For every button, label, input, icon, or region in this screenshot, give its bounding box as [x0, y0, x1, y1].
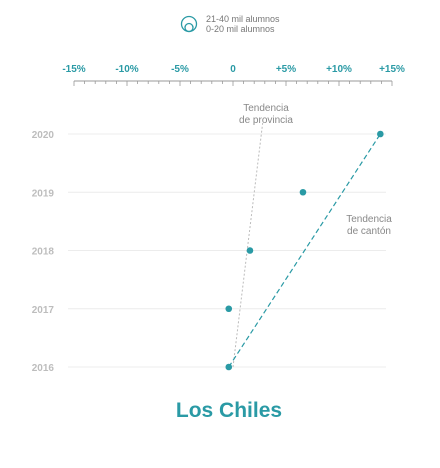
- x-tick-label: +5%: [276, 64, 296, 75]
- year-label: 2016: [32, 363, 55, 374]
- canton-trend-label-line: Tendencia: [346, 214, 392, 225]
- canton-trend-label-line: de cantón: [347, 226, 391, 237]
- x-tick-label: -10%: [115, 64, 138, 75]
- province-trend-label-line: de provincia: [239, 115, 293, 126]
- year-label: 2018: [32, 247, 55, 258]
- x-tick-label: -5%: [171, 64, 189, 75]
- province-trend-label-line: Tendencia: [243, 103, 289, 114]
- year-label: 2020: [32, 130, 55, 141]
- year-label: 2017: [32, 305, 55, 316]
- province-trend-line: [232, 122, 264, 368]
- x-tick-label: -15%: [62, 64, 85, 75]
- chart-title: Los Chiles: [176, 399, 282, 422]
- data-point-2019: [299, 188, 307, 196]
- x-axis: -15% -10% -5% 0 +5% +10% +15%: [62, 64, 405, 86]
- data-points: [225, 130, 384, 371]
- x-tick-label: +15%: [379, 64, 405, 75]
- legend-entry: 21-40 mil alumnos: [206, 14, 280, 24]
- province-trend-label: Tendencia de provincia: [239, 103, 293, 126]
- data-point-2017: [225, 305, 233, 313]
- x-tick-label: +10%: [326, 64, 352, 75]
- nested-circle-size-icon-inner: [184, 22, 194, 33]
- year-label: 2019: [32, 188, 55, 199]
- x-tick-label: 0: [230, 64, 236, 75]
- grid: [68, 133, 386, 368]
- data-point-2018: [246, 247, 254, 254]
- data-point-2016: [225, 363, 233, 371]
- y-axis: 2020 2019 2018 2017 2016: [32, 130, 55, 374]
- data-point-2020: [377, 130, 384, 138]
- legend-entry: 0-20 mil alumnos: [206, 24, 275, 34]
- canton-trend-label: Tendencia de cantón: [346, 214, 392, 237]
- canton-trend-line: [228, 133, 381, 368]
